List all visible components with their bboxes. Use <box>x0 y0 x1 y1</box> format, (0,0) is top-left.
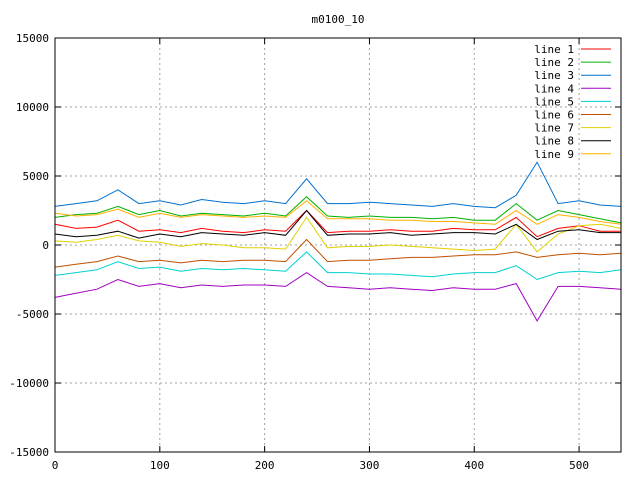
legend-label-5: line 5 <box>534 95 574 108</box>
x-tick-label: 300 <box>360 459 380 472</box>
series-line-7 <box>54 216 622 253</box>
y-tick-label: -5000 <box>16 308 49 321</box>
legend-label-8: line 8 <box>534 135 574 148</box>
y-tick-label: 15000 <box>16 32 49 45</box>
series-line-8 <box>54 209 621 241</box>
legend-label-1: line 1 <box>534 43 574 56</box>
y-tick-label: -15000 <box>9 446 49 459</box>
series-line-6 <box>54 238 622 268</box>
legend-label-2: line 2 <box>534 56 574 69</box>
x-tick-label: 200 <box>255 459 275 472</box>
series-line-3 <box>54 161 622 209</box>
axes-layer: -15000 -10000 -5000 0 5000 10000 15000 0 100 200 3… <box>9 32 621 472</box>
y-tick-label: 5000 <box>23 170 50 183</box>
series-line-1 <box>54 209 621 238</box>
grid <box>55 38 621 452</box>
legend-label-7: line 7 <box>534 122 574 135</box>
y-tick-label: -10000 <box>9 377 49 390</box>
series-line-4 <box>54 272 622 322</box>
y-tick-label: 10000 <box>16 101 49 114</box>
legend-label-6: line 6 <box>534 109 574 122</box>
x-tick-label: 100 <box>150 459 170 472</box>
series-line-5 <box>54 251 622 281</box>
legend-label-3: line 3 <box>534 69 574 82</box>
x-tick-label: 500 <box>569 459 589 472</box>
series-layer <box>54 161 622 322</box>
chart-title: m0100_10 <box>312 13 365 26</box>
series-line-2 <box>54 196 622 224</box>
legend-label-9: line 9 <box>534 148 574 161</box>
series-line-9 <box>54 200 622 225</box>
x-tick-label: 400 <box>464 459 484 472</box>
y-tick-label: 0 <box>42 239 49 252</box>
legend-label-4: line 4 <box>534 82 574 95</box>
x-tick-label: 0 <box>52 459 59 472</box>
